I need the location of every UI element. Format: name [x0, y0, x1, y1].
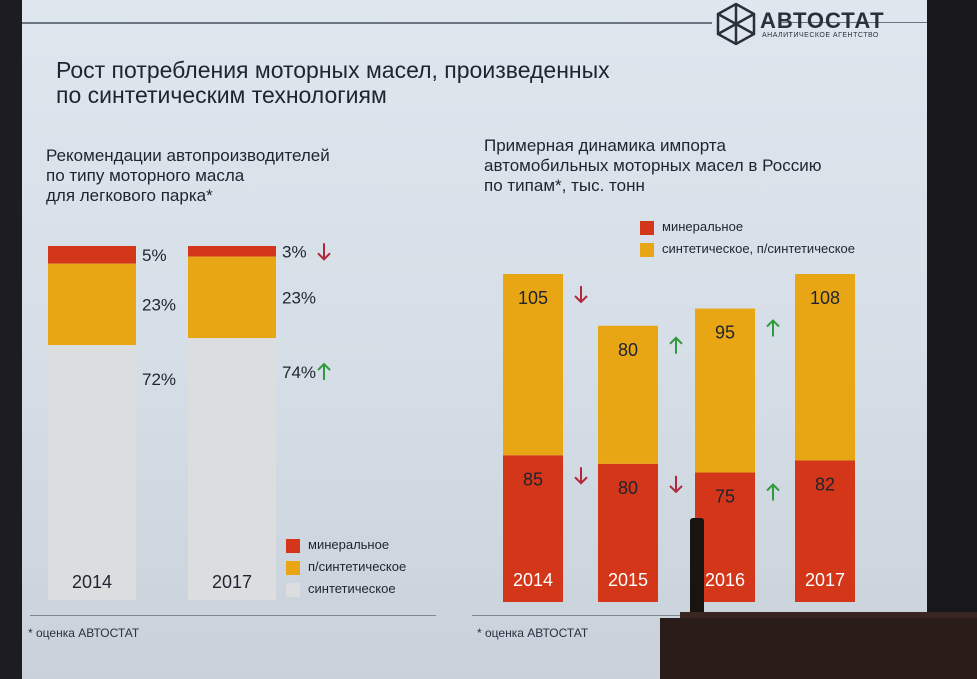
trend-up-icon — [766, 319, 780, 337]
data-label: 3% — [282, 242, 307, 261]
trend-up-icon — [766, 483, 780, 501]
bar-segment — [503, 274, 563, 456]
header-rule-right — [782, 22, 927, 23]
data-label: 80 — [618, 340, 638, 360]
right-chart-title-line-2: автомобильных моторных масел в Россию — [484, 156, 822, 175]
bar-segment — [795, 274, 855, 461]
logo-mark-icon — [716, 2, 756, 46]
bar-segment — [598, 463, 658, 602]
page-title: Рост потребления моторных масел, произве… — [56, 58, 756, 108]
legend-swatch — [286, 583, 300, 597]
trend-down-icon — [574, 286, 588, 304]
left-footnote-rule — [30, 615, 436, 616]
bar-segment — [48, 246, 136, 264]
data-label: 72% — [142, 370, 176, 389]
right-chart-title-line-1: Примерная динамика импорта — [484, 136, 726, 155]
data-label: 75 — [715, 487, 735, 507]
slide: АВТОСТАТ аналитическое агентство Рост по… — [22, 0, 927, 679]
category-label: 2014 — [72, 572, 112, 592]
legend-swatch — [640, 243, 654, 257]
bar-segment — [48, 345, 136, 600]
trend-up-icon — [317, 362, 331, 381]
page-title-line-1: Рост потребления моторных масел, произве… — [56, 57, 610, 83]
category-label: 2017 — [805, 570, 845, 590]
bar-segment — [695, 472, 755, 602]
data-label: 23% — [142, 295, 176, 314]
bar-segment — [503, 455, 563, 602]
left-chart-title-line-2: по типу моторного масла — [46, 166, 245, 185]
left-chart-title-line-1: Рекомендации автопроизводителей — [46, 146, 330, 165]
trend-down-icon — [317, 243, 331, 261]
data-label: 105 — [518, 288, 548, 308]
legend-swatch — [286, 561, 300, 575]
data-label: 80 — [618, 478, 638, 498]
bar-segment — [695, 308, 755, 473]
data-label: 5% — [142, 246, 167, 265]
logo-subtitle: аналитическое агентство — [762, 32, 879, 39]
lectern — [660, 618, 977, 679]
data-label: 23% — [282, 288, 316, 307]
left-chart: 5% 23% 72% 2014 3% 23% 74% 2017 — [48, 242, 331, 600]
bar-segment — [795, 460, 855, 602]
legend-label: п/синтетическое — [308, 559, 407, 574]
legend-label: минеральное — [308, 537, 390, 552]
data-label: 82 — [815, 474, 835, 494]
category-label: 2017 — [212, 572, 252, 592]
legend-swatch — [640, 221, 654, 235]
bar-segment — [598, 325, 658, 464]
trend-up-icon — [669, 336, 683, 354]
data-label: 108 — [810, 288, 840, 308]
left-footnote: * оценка АВТОСТАТ — [28, 626, 140, 640]
lectern-edge — [680, 612, 977, 620]
right-chart-title: Примерная динамика импорта автомобильных… — [484, 136, 904, 196]
microphone — [690, 518, 704, 616]
right-chart-title-line-3: по типам*, тыс. тонн — [484, 176, 645, 195]
trend-down-icon — [669, 475, 683, 494]
category-label: 2015 — [608, 570, 648, 590]
right-chart: 85 105 2014 80 80 2015 75 95 2016 82 108 2017 — [503, 274, 855, 602]
legend-swatch — [286, 539, 300, 553]
logo-name: АВТОСТАТ — [760, 8, 885, 33]
data-label: 74% — [282, 363, 316, 382]
bar-segment — [188, 246, 276, 257]
legend-label: синтетическое — [308, 581, 396, 596]
projection-right-edge — [927, 0, 977, 679]
bar-segment — [188, 256, 276, 339]
category-label: 2014 — [513, 570, 553, 590]
trend-down-icon — [574, 467, 588, 485]
bar-segment — [48, 263, 136, 346]
left-chart-title-line-3: для легкового парка* — [46, 186, 213, 205]
page-title-line-2: по синтетическим технологиям — [56, 82, 387, 108]
data-label: 85 — [523, 469, 543, 489]
legend-label: минеральное — [662, 219, 744, 234]
legend-label: синтетическое, п/синтетическое — [662, 241, 855, 256]
bar-segment — [188, 338, 276, 600]
right-footnote: * оценка АВТОСТАТ — [477, 626, 589, 640]
data-label: 95 — [715, 323, 735, 343]
header-rule — [22, 22, 712, 24]
projection-left-edge — [0, 0, 22, 679]
autostat-logo: АВТОСТАТ аналитическое агентство — [712, 0, 927, 48]
left-chart-title: Рекомендации автопроизводителей по типу … — [46, 146, 426, 206]
category-label: 2016 — [705, 570, 745, 590]
